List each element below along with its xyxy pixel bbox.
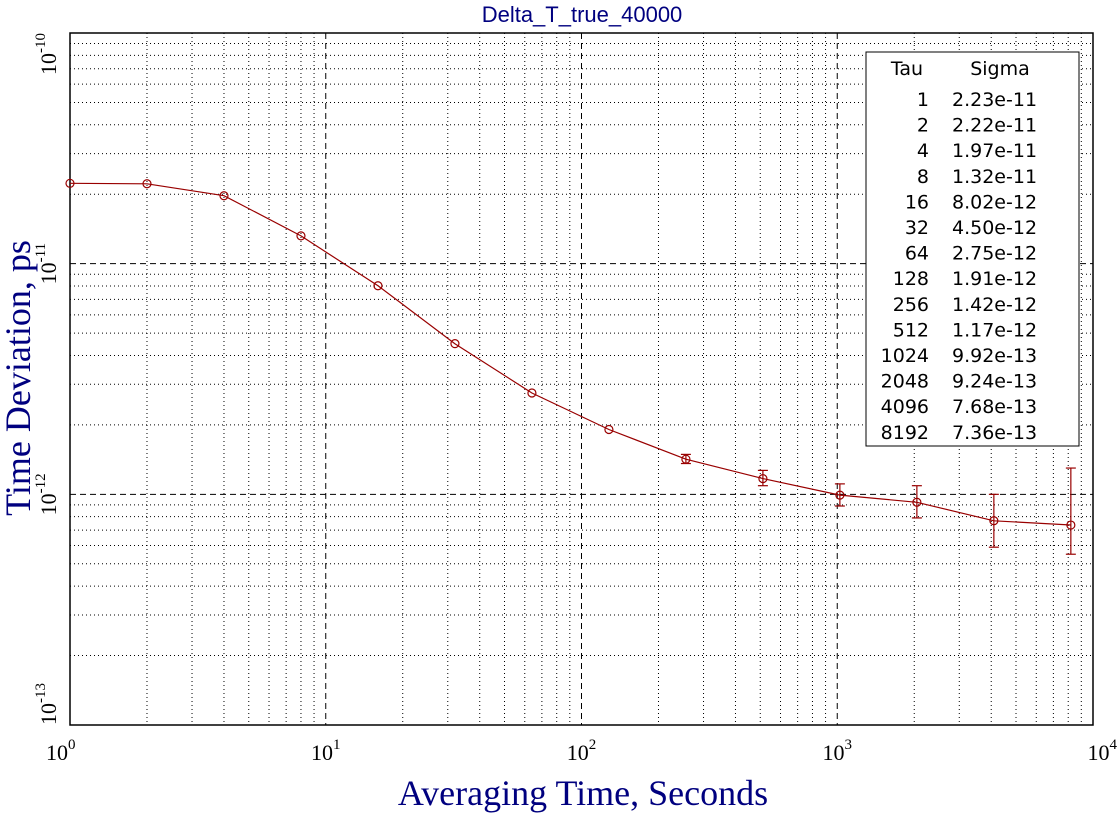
x-tick-label: 102: [567, 737, 597, 765]
legend-sigma-value: 2.75e-12: [952, 243, 1037, 265]
legend-tau-value: 4096: [881, 396, 929, 418]
legend-sigma-value: 1.32e-11: [952, 166, 1037, 188]
legend-tau-value: 1024: [881, 345, 929, 367]
legend-tau-value: 8192: [881, 422, 929, 444]
legend-sigma-value: 1.42e-12: [952, 294, 1037, 316]
data-point: [450, 339, 460, 349]
legend-sigma-value: 1.91e-12: [952, 268, 1037, 290]
data-point: [65, 178, 75, 188]
data-point: [527, 388, 537, 398]
legend-tau-value: 1: [917, 89, 929, 111]
x-axis-ticks: 100 101 102 103 104: [46, 737, 1118, 765]
legend-tau-value: 512: [893, 319, 929, 341]
y-axis-ticks: 10-13 10-12 10-11 10-10: [33, 33, 61, 725]
legend-tau-value: 2: [917, 115, 929, 137]
series-group: [65, 178, 1076, 555]
data-point: [681, 454, 691, 464]
legend-sigma-value: 1.17e-12: [952, 319, 1037, 341]
data-point: [296, 231, 306, 241]
legend-sigma-value: 9.92e-13: [952, 345, 1037, 367]
data-point: [142, 179, 152, 189]
y-tick-label: 10-13: [33, 683, 61, 725]
legend-header-tau: Tau: [890, 58, 923, 80]
data-point: [989, 516, 999, 526]
legend-tau-value: 128: [893, 268, 929, 290]
legend-sigma-value: 2.23e-11: [952, 89, 1037, 111]
legend-sigma-value: 7.36e-13: [952, 422, 1037, 444]
legend-box: [865, 51, 1080, 447]
legend-tau-value: 8: [917, 166, 929, 188]
legend-sigma-value: 2.22e-11: [952, 115, 1037, 137]
x-axis-label: Averaging Time, Seconds: [398, 773, 768, 813]
legend-sigma-value: 9.24e-13: [952, 371, 1037, 393]
legend-sigma-value: 8.02e-12: [952, 191, 1037, 213]
legend-tau-value: 64: [905, 243, 929, 265]
legend-tau-value: 256: [893, 294, 929, 316]
data-point: [758, 474, 768, 484]
data-point: [835, 490, 845, 500]
legend-tau-value: 16: [905, 191, 929, 213]
legend-tau-value: 32: [905, 217, 929, 239]
legend-sigma-value: 7.68e-13: [952, 396, 1037, 418]
legend-sigma-value: 1.97e-11: [952, 140, 1037, 162]
data-point: [373, 281, 383, 291]
x-tick-label: 103: [823, 737, 853, 765]
legend-sigma-value: 4.50e-12: [952, 217, 1037, 239]
x-tick-label: 104: [1088, 737, 1118, 765]
legend-tau-value: 2048: [881, 371, 929, 393]
plot-frame: [69, 32, 1094, 726]
legend-header-sigma: Sigma: [970, 58, 1030, 80]
y-tick-label: 10-10: [33, 33, 61, 75]
series-line: [69, 182, 1071, 526]
legend-tau-value: 4: [917, 140, 929, 162]
y-tick-label: 10-11: [33, 243, 61, 284]
data-point: [1066, 520, 1076, 530]
data-point: [912, 497, 922, 507]
x-tick-label: 101: [311, 737, 341, 765]
y-axis-label: Time Deviation, ps: [0, 240, 38, 516]
y-tick-label: 10-12: [33, 473, 61, 515]
legend: Tau Sigma 1 2.23e-11 2 2.22e-11 4 1.97e-11 8 1.32…: [865, 51, 1080, 447]
data-point: [604, 424, 614, 435]
chart-title: Delta_T_true_40000: [482, 2, 683, 27]
x-tick-label: 100: [46, 737, 76, 765]
data-point: [219, 191, 229, 201]
